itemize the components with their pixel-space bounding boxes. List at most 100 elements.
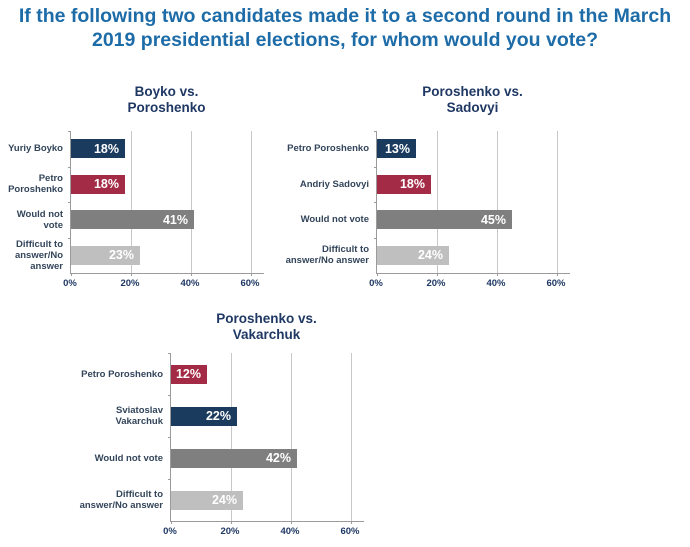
x-axis-tick (437, 273, 438, 276)
y-axis-tick (168, 479, 171, 480)
chart-body: Petro Poroshenko Andriy Sadovyi Would no… (280, 131, 570, 276)
gridline (497, 131, 498, 273)
bar-row: 18% (377, 167, 570, 203)
bar-value-label: 22% (205, 409, 231, 423)
x-axis-tick (71, 273, 72, 276)
bar-petro-poroshenko: 13% (377, 139, 416, 159)
bar-row: 45% (377, 202, 570, 238)
bar-value-label: 24% (417, 248, 443, 263)
x-axis-tick-label: 60% (340, 526, 360, 537)
x-axis: 0% 20% 40% 60% (163, 522, 363, 538)
category-labels: Petro Poroshenko Sviatoslav Vakarchuk Wo… (74, 353, 170, 522)
plot-area: 13% 18% 45% 24% (374, 131, 570, 276)
category-label: Sviatoslav Vakarchuk (115, 405, 163, 427)
y-axis-tick (374, 202, 377, 203)
bar-value-label: 12% (175, 367, 201, 381)
y-axis-tick (374, 166, 377, 168)
x-axis-tick (497, 273, 498, 276)
bar-row: 42% (171, 437, 364, 479)
category-label: Andriy Sadovyi (299, 178, 369, 190)
x-axis-tick-label: 20% (120, 278, 140, 289)
bar-value-label: 18% (93, 141, 119, 156)
x-axis-tick (171, 521, 172, 524)
x-axis-tick-label: 20% (220, 526, 240, 537)
x-axis-tick-label: 40% (486, 278, 506, 289)
bar-value-label: 41% (162, 212, 188, 227)
gridline (251, 131, 252, 273)
bar-row: 18% (71, 167, 264, 203)
bar-row: 18% (71, 131, 264, 167)
gridline (351, 353, 352, 521)
gridline (557, 131, 558, 273)
chart-title: Poroshenko vs. Sadovyi (422, 84, 523, 115)
x-axis-tick-label: 60% (240, 278, 260, 289)
bar-petro-poroshenko: 12% (171, 364, 207, 384)
plot-area: 12% 22% 42% 24% (168, 353, 364, 524)
x-axis: 0% 20% 40% 60% (63, 274, 263, 290)
bar-value-label: 23% (108, 248, 134, 263)
x-axis-tick-label: 20% (426, 278, 446, 289)
category-label: Difficult to answer/No answer (14, 238, 63, 272)
chart-body: Yuriy Boyko Petro Poroshenko Would not v… (8, 131, 264, 276)
x-axis-tick (191, 273, 192, 276)
bar-would-not-vote: 42% (171, 448, 297, 468)
y-axis-tick (168, 353, 171, 354)
gridline (291, 353, 292, 521)
y-axis-tick (168, 437, 171, 438)
category-label: Difficult to answer/No answer (285, 244, 369, 267)
x-axis-tick-label: 40% (280, 526, 300, 537)
bar-value-label: 18% (93, 177, 119, 192)
gridline (231, 353, 232, 521)
bar-yuriy-boyko: 18% (71, 139, 125, 159)
x-axis-tick-label: 0% (163, 526, 177, 537)
x-axis-tick (351, 521, 352, 524)
gridline (131, 131, 132, 273)
x-axis: 0% 20% 40% 60% (369, 274, 569, 290)
x-axis-tick (557, 273, 558, 276)
x-axis-tick (231, 521, 232, 524)
bar-petro-poroshenko: 18% (71, 174, 125, 194)
bar-value-label: 42% (265, 451, 291, 465)
bar-would-not-vote: 41% (71, 210, 194, 230)
y-axis-tick (374, 237, 377, 239)
category-label: Petro Poroshenko (81, 368, 163, 380)
main-title: If the following two candidates made it … (18, 5, 672, 51)
x-axis-tick-label: 0% (369, 278, 383, 289)
bar-value-label: 24% (211, 493, 237, 507)
bar-row: 24% (377, 238, 570, 274)
category-label: Petro Poroshenko (8, 173, 63, 196)
category-labels: Petro Poroshenko Andriy Sadovyi Would no… (280, 131, 376, 274)
bar-row: 23% (71, 238, 264, 274)
y-axis-tick (68, 131, 71, 132)
y-axis-tick (68, 202, 71, 203)
x-axis-tick-label: 60% (546, 278, 566, 289)
bar-row: 41% (71, 202, 264, 238)
y-axis-tick (168, 395, 171, 396)
bar-row: 24% (171, 479, 364, 521)
bar-value-label: 45% (480, 212, 506, 227)
bar-row: 22% (171, 395, 364, 437)
chart-poroshenko-vs-sadovyi: Poroshenko vs. Sadovyi Petro Poroshenko … (280, 84, 570, 290)
category-labels: Yuriy Boyko Petro Poroshenko Would not v… (8, 131, 70, 274)
bar-row: 13% (377, 131, 570, 167)
x-axis-tick-label: 0% (63, 278, 77, 289)
bar-value-label: 18% (399, 177, 425, 192)
gridline (437, 131, 438, 273)
x-axis-tick (377, 273, 378, 276)
y-axis-tick (68, 237, 71, 239)
y-axis-tick (68, 166, 71, 168)
bar-no-answer: 24% (171, 490, 243, 510)
category-label: Would not vote (94, 452, 163, 464)
chart-poroshenko-vs-vakarchuk: Poroshenko vs. Vakarchuk Petro Poroshenk… (74, 311, 364, 538)
bar-sviatoslav-vakarchuk: 22% (171, 406, 237, 426)
chart-title: Boyko vs. Poroshenko (127, 84, 206, 115)
bar-andriy-sadovyi: 18% (377, 174, 431, 194)
chart-title: Poroshenko vs. Vakarchuk (216, 311, 317, 342)
bar-value-label: 13% (384, 141, 410, 156)
bar-would-not-vote: 45% (377, 210, 512, 230)
x-axis-tick (291, 521, 292, 524)
x-axis-tick (131, 273, 132, 276)
chart-boyko-vs-poroshenko: Boyko vs. Poroshenko Yuriy Boyko Petro P… (8, 84, 264, 290)
x-axis-tick (251, 273, 252, 276)
